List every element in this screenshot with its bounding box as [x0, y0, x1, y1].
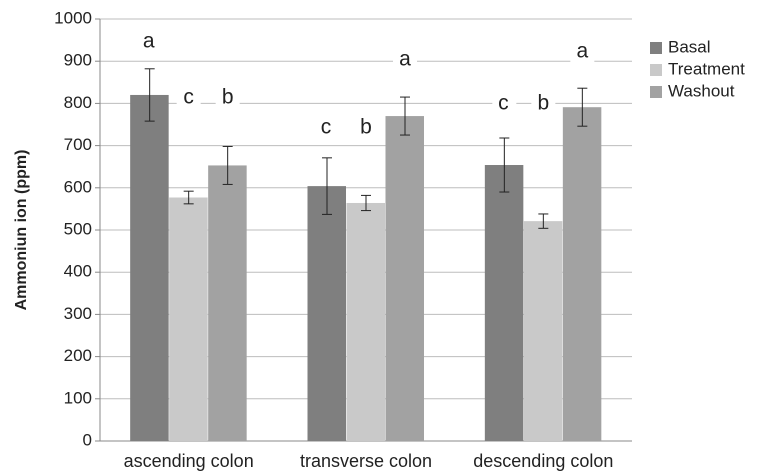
y-tick-label: 1000: [54, 8, 92, 27]
y-tick-label: 0: [83, 430, 92, 449]
legend-label: Treatment: [668, 59, 745, 78]
legend-swatch: [650, 42, 662, 54]
significance-letter: a: [143, 30, 155, 53]
bar: [562, 107, 602, 441]
y-tick-label: 300: [64, 304, 92, 323]
legend-swatch: [650, 64, 662, 76]
significance-letter: c: [321, 116, 332, 139]
legend-label: Washout: [668, 81, 735, 100]
bar: [130, 94, 169, 442]
bar: [484, 165, 524, 441]
legend-swatch: [650, 86, 662, 98]
x-tick-label: descending colon: [473, 451, 613, 471]
y-tick-label: 400: [64, 262, 92, 281]
x-tick-label: transverse colon: [300, 451, 432, 471]
letter-bg: [531, 90, 556, 118]
letter-bg: [570, 38, 595, 66]
significance-letter: b: [537, 92, 549, 115]
significance-letter: b: [360, 116, 372, 139]
bar: [208, 165, 247, 441]
letter-bg: [137, 28, 162, 56]
significance-letter: c: [498, 92, 509, 115]
y-tick-label: 500: [64, 219, 92, 238]
bar: [307, 186, 346, 441]
y-tick-label: 700: [64, 135, 92, 154]
letter-bg: [393, 46, 417, 74]
bar: [169, 197, 208, 441]
y-tick-label: 900: [64, 51, 92, 70]
letter-bg: [315, 114, 339, 142]
letter-bg: [354, 114, 378, 142]
y-tick-label: 200: [64, 346, 92, 365]
x-tick-label: ascending colon: [124, 451, 254, 471]
letter-bg: [492, 90, 517, 118]
y-tick-label: 600: [64, 177, 92, 196]
significance-letter: c: [183, 86, 194, 109]
significance-letter: b: [222, 86, 234, 109]
bar: [523, 221, 563, 441]
significance-letter: a: [576, 40, 588, 63]
significance-letter: a: [399, 48, 411, 71]
letter-bg: [176, 84, 201, 112]
letter-bg: [215, 84, 240, 112]
bar: [385, 116, 424, 441]
legend-label: Basal: [668, 37, 711, 56]
y-tick-label: 100: [64, 388, 92, 407]
y-axis-title: Ammoniun ion (ppm): [13, 150, 30, 311]
y-tick-label: 800: [64, 93, 92, 112]
bar: [346, 202, 385, 441]
